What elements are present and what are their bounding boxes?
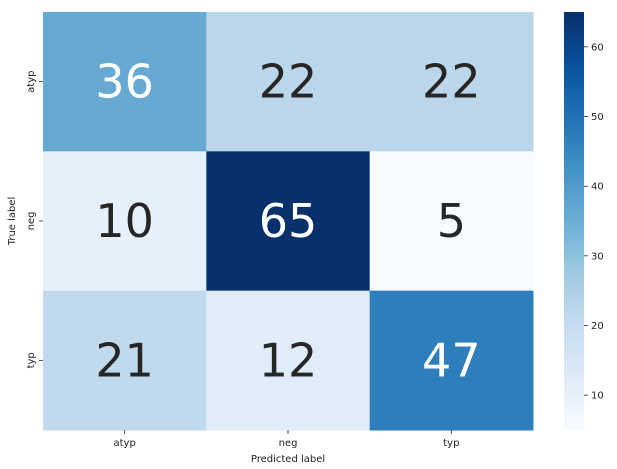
colorbar-tick-label: 10 — [591, 391, 604, 402]
x-axis-label: Predicted label — [251, 454, 325, 465]
cell-value-label: 22 — [422, 55, 481, 109]
y-tick-label: atyp — [26, 71, 37, 93]
heatmap-cell-neg-neg — [206, 151, 371, 292]
cell-value-label: 21 — [95, 333, 154, 387]
colorbar-tick-label: 30 — [591, 251, 604, 262]
heatmap-cell-typ-atyp — [43, 290, 207, 431]
cell-value-label: 12 — [259, 333, 318, 387]
colorbar — [564, 12, 584, 430]
heatmap-cell-typ-neg — [206, 290, 371, 431]
colorbar-tick-label: 60 — [591, 42, 604, 53]
heatmap-cell-atyp-neg — [206, 12, 371, 152]
colorbar-tick-label: 50 — [591, 112, 604, 123]
cell-value-label: 22 — [259, 55, 318, 109]
colorbar-ticks: 10 20 30 40 50 60 — [584, 42, 604, 402]
cell-value-label: 65 — [259, 194, 318, 248]
cell-value-label: 36 — [95, 55, 154, 109]
heatmap-cell-typ-typ — [369, 290, 534, 431]
x-tick-label: atyp — [114, 438, 136, 449]
x-tick-label: typ — [443, 438, 459, 449]
cell-value-label: 47 — [422, 333, 481, 387]
y-axis-label: True label — [7, 197, 18, 247]
x-axis-ticks: atyp neg typ — [114, 430, 459, 449]
y-axis-ticks: atyp neg typ — [26, 71, 43, 368]
cell-value-label: 10 — [95, 194, 154, 248]
cell-value-label: 5 — [437, 194, 466, 248]
heatmap-cell-neg-atyp — [43, 151, 207, 292]
y-tick-label: neg — [26, 212, 37, 231]
y-tick-label: typ — [26, 352, 37, 368]
heatmap-cell-labels: 36 22 22 10 65 5 21 12 47 — [95, 55, 480, 388]
colorbar-tick-label: 40 — [591, 182, 604, 193]
colorbar-tick-label: 20 — [591, 321, 604, 332]
heatmap-cell-neg-typ — [369, 151, 534, 292]
heatmap-cell-atyp-typ — [369, 12, 534, 152]
heatmap-cells — [43, 12, 534, 431]
x-tick-label: neg — [279, 438, 298, 449]
heatmap-cell-atyp-atyp — [43, 12, 207, 152]
